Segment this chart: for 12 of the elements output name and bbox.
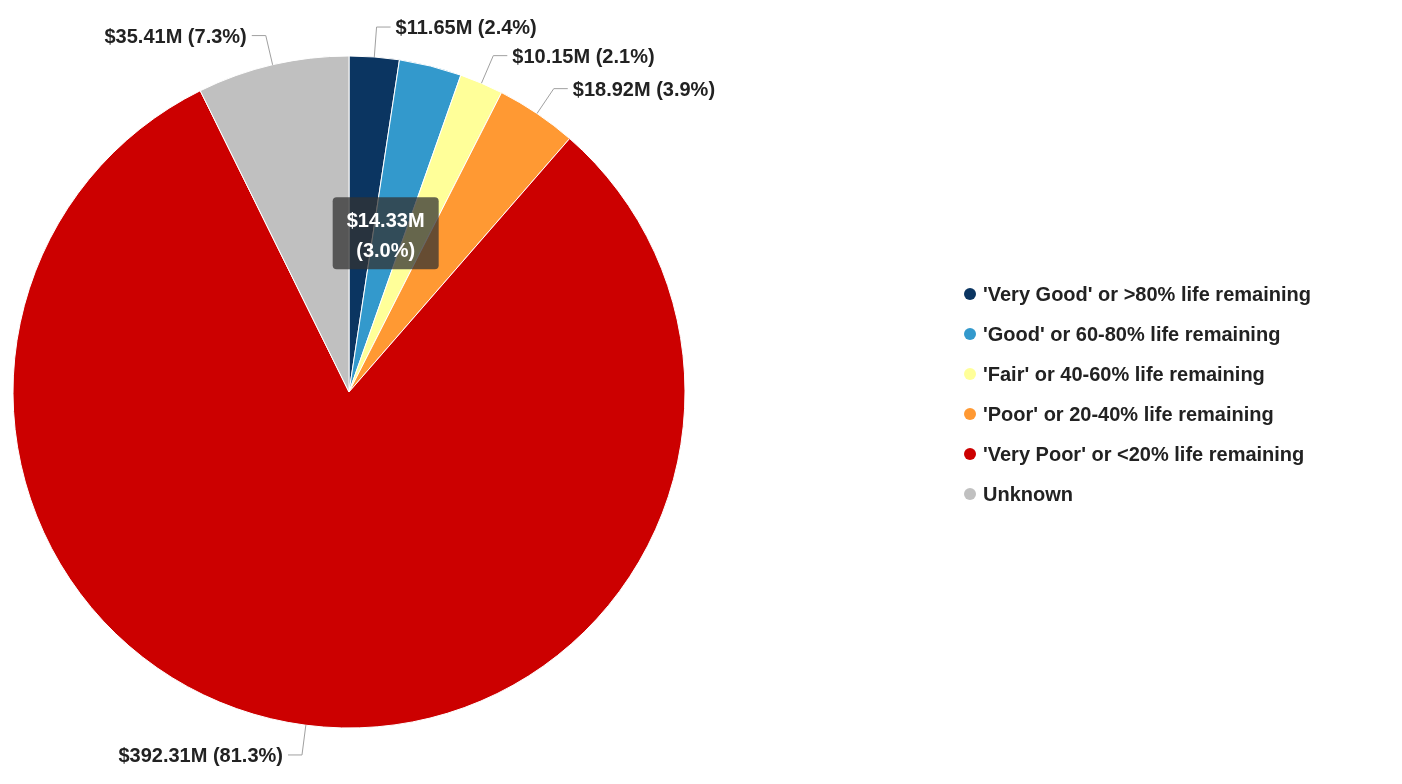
legend-label: 'Very Good' or >80% life remaining <box>983 283 1311 305</box>
data-label: $392.31M (81.3%) <box>118 743 283 766</box>
data-label: $35.41M (7.3%) <box>104 24 247 47</box>
data-label: $10.15M (2.1%) <box>512 44 655 67</box>
data-label: $18.92M (3.9%) <box>572 77 716 100</box>
legend-label: 'Poor' or 20-40% life remaining <box>983 403 1274 425</box>
data-label: $14.33M (3.0%) <box>346 209 425 262</box>
legend-label: 'Very Poor' or <20% life remaining <box>983 443 1305 465</box>
legend-label: 'Good' or 60-80% life remaining <box>983 323 1281 345</box>
legend-label: 'Fair' or 40-60% life remaining <box>983 363 1265 385</box>
legend-label: Unknown <box>983 483 1073 505</box>
data-label: $11.65M (2.4%) <box>395 16 537 39</box>
